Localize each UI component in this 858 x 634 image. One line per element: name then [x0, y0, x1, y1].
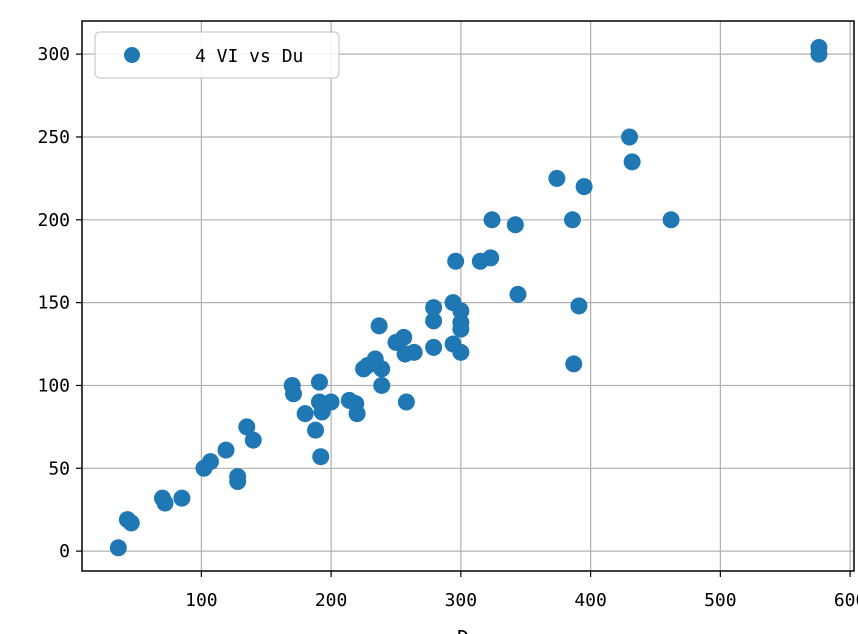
y-tick-label: 150 — [37, 293, 70, 314]
data-point — [482, 249, 500, 267]
y-tick-labels: 0 50 100 150 200 250 300 — [37, 44, 70, 562]
data-point — [509, 285, 527, 303]
plot-frame — [81, 20, 855, 572]
data-point — [452, 343, 470, 361]
data-point — [623, 153, 641, 171]
data-point — [662, 211, 680, 229]
y-tick-label: 200 — [37, 210, 70, 231]
data-point — [425, 299, 443, 317]
x-tick-label: 500 — [704, 590, 737, 611]
y-tick-label: 50 — [48, 458, 70, 479]
legend: 4 VI vs Du — [94, 31, 340, 79]
x-axis-label: Du — [457, 626, 481, 634]
y-tick-label: 300 — [37, 44, 70, 65]
data-point — [109, 539, 127, 557]
data-point — [425, 338, 443, 356]
data-point — [312, 448, 330, 466]
data-point — [173, 489, 191, 507]
y-tick-label: 250 — [37, 127, 70, 148]
data-point — [307, 421, 325, 439]
x-tick-labels: 100 200 300 400 500 600 — [185, 590, 858, 611]
data-point — [397, 393, 415, 411]
data-points — [109, 39, 828, 557]
data-point — [373, 376, 391, 394]
data-point — [296, 405, 314, 423]
data-point — [405, 343, 423, 361]
data-point — [506, 216, 524, 234]
x-tick-label: 300 — [445, 590, 478, 611]
data-point — [244, 431, 262, 449]
y-tick-label: 100 — [37, 375, 70, 396]
data-point — [425, 312, 443, 330]
data-point — [548, 169, 566, 187]
data-point — [284, 385, 302, 403]
legend-marker — [124, 47, 140, 63]
data-point — [348, 405, 366, 423]
data-point — [452, 320, 470, 338]
data-point — [565, 355, 583, 373]
data-point — [570, 297, 588, 315]
data-point — [483, 211, 501, 229]
data-point — [229, 473, 247, 491]
data-point — [217, 441, 235, 459]
data-point — [373, 360, 391, 378]
data-point — [621, 128, 639, 146]
x-tick-label: 200 — [315, 590, 348, 611]
data-point — [322, 393, 340, 411]
data-point — [395, 328, 413, 346]
data-point — [563, 211, 581, 229]
data-point — [370, 317, 388, 335]
legend-label: 4 VI vs Du — [195, 46, 303, 67]
y-tick-label: 0 — [59, 541, 70, 562]
x-tick-label: 100 — [185, 590, 218, 611]
data-point — [810, 45, 828, 63]
data-point — [310, 373, 328, 391]
data-point — [447, 252, 465, 270]
x-tick-label: 600 — [834, 590, 858, 611]
data-point — [575, 178, 593, 196]
data-point — [201, 453, 219, 471]
data-point — [122, 514, 140, 532]
legend-box — [94, 31, 340, 79]
axis-ticks — [76, 53, 851, 577]
data-point — [238, 418, 256, 436]
x-tick-label: 400 — [574, 590, 607, 611]
data-point — [156, 494, 174, 512]
